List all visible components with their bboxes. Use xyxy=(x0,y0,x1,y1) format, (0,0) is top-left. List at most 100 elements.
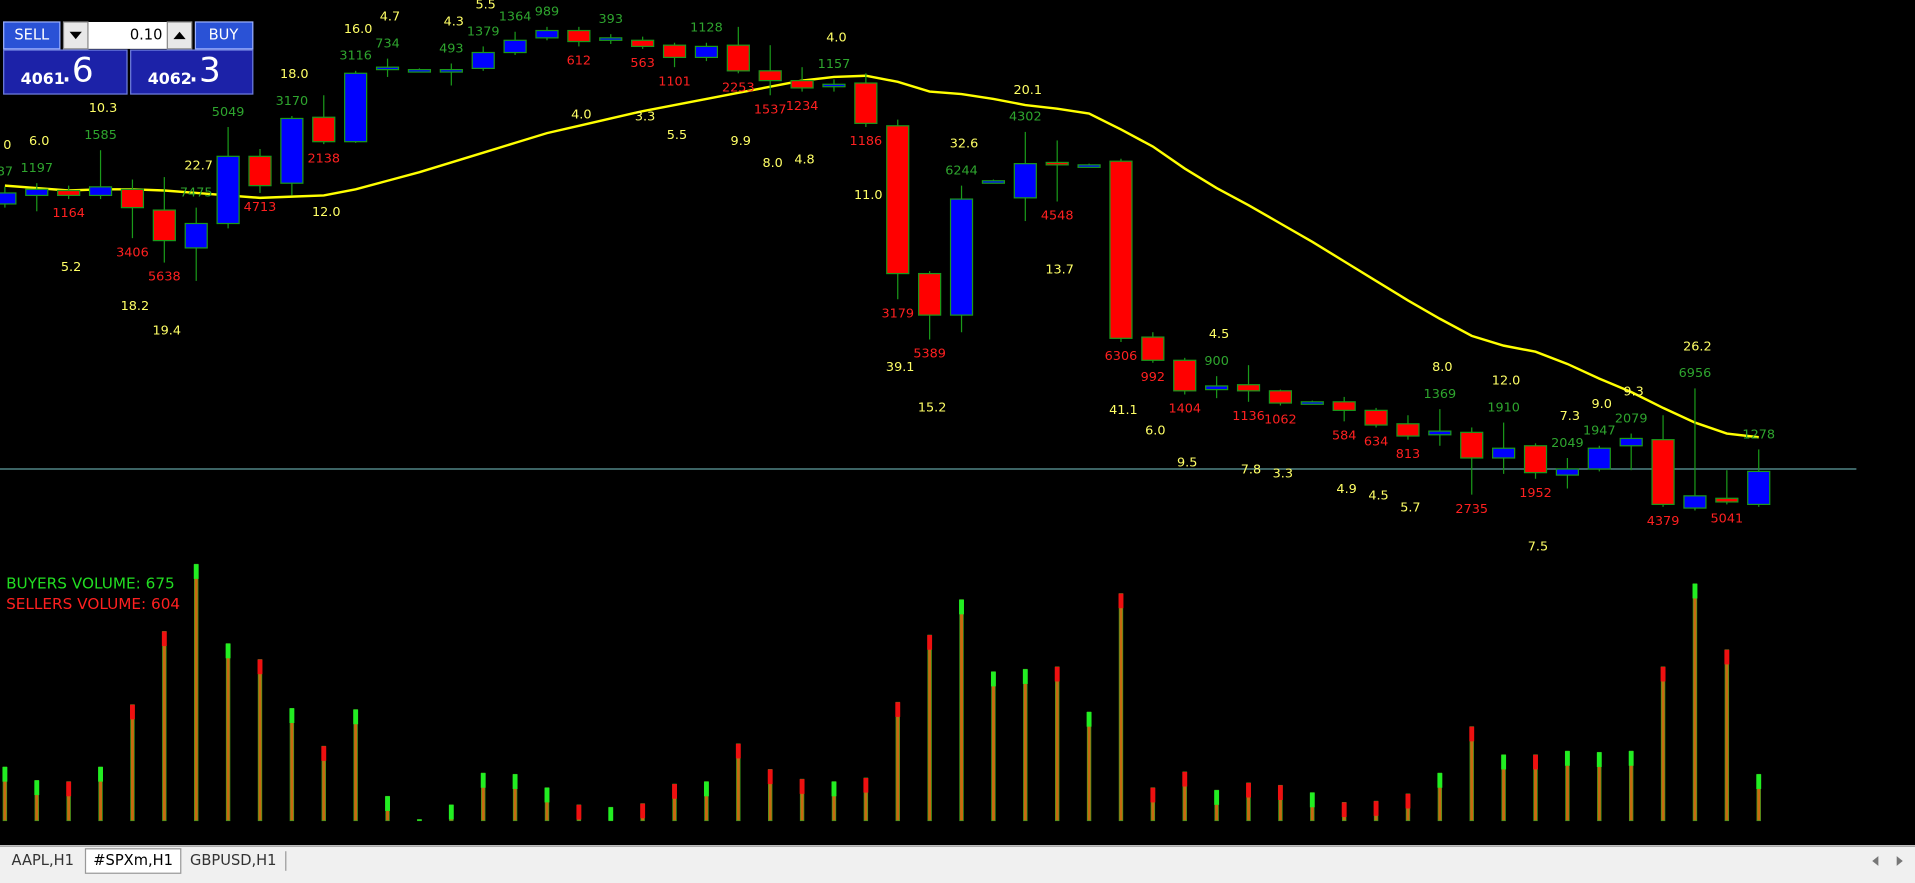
sell-button[interactable] xyxy=(3,21,61,50)
range-label: 7.3 xyxy=(1560,409,1580,424)
candle-body xyxy=(1747,470,1771,506)
delta-label: 493 xyxy=(439,41,463,56)
candle-body xyxy=(88,186,113,197)
volume-cap xyxy=(1692,583,1698,599)
buy-button[interactable] xyxy=(194,21,254,50)
tab[interactable]: AAPL,H1 xyxy=(12,852,74,869)
candle-body xyxy=(1651,439,1675,506)
scroll-right[interactable] xyxy=(1896,856,1903,866)
volume-bar xyxy=(1692,583,1698,822)
delta-label: 2735 xyxy=(1455,502,1488,517)
candle-body xyxy=(662,44,687,59)
volume-cap xyxy=(2,766,8,782)
candle-body xyxy=(1555,468,1580,476)
bid-pips: .6 xyxy=(61,51,94,91)
range-label: 8.0 xyxy=(762,156,782,171)
volume-cap xyxy=(1660,666,1666,682)
volume-bar xyxy=(1023,668,1028,822)
candle-body xyxy=(1396,423,1420,437)
volume-cap xyxy=(576,804,582,820)
candle-body xyxy=(918,272,942,316)
delta-label: 992 xyxy=(1141,370,1165,385)
delta-label: 1186 xyxy=(850,134,883,149)
range-label: 7.5 xyxy=(1528,540,1548,555)
ask-pips: .3 xyxy=(188,51,221,91)
volume-bar xyxy=(130,704,135,822)
tab-bar xyxy=(0,845,1915,883)
volume-cap xyxy=(1309,792,1315,808)
volume-cap xyxy=(735,743,741,759)
volume-cap xyxy=(98,766,103,782)
range-label: 7.8 xyxy=(1241,463,1261,478)
delta-label: 1404 xyxy=(1168,402,1201,417)
volume-cap xyxy=(608,807,614,821)
volume-cap xyxy=(289,708,295,724)
candle-body xyxy=(1268,390,1293,404)
range-label: 12.0 xyxy=(312,205,341,220)
volume-bar xyxy=(289,707,295,822)
range-label: 12.0 xyxy=(1492,374,1521,389)
volume-cap xyxy=(703,781,709,797)
scroll-left[interactable] xyxy=(1872,856,1879,866)
delta-label: 1585 xyxy=(84,128,117,143)
delta-label: 584 xyxy=(1332,429,1356,444)
delta-label: 1234 xyxy=(786,99,819,114)
volume-cap xyxy=(34,780,40,796)
range-label: 6.0 xyxy=(29,134,49,149)
volume-cap xyxy=(863,777,869,793)
volume-cap xyxy=(927,635,933,650)
candle-body xyxy=(1332,401,1356,411)
candle-body xyxy=(1619,437,1643,447)
range-label: 16.0 xyxy=(344,22,373,37)
volume-cap xyxy=(1246,782,1251,798)
candle-body xyxy=(694,45,719,59)
candle-body xyxy=(1460,431,1484,459)
candle-body xyxy=(503,39,527,54)
delta-label: 1947 xyxy=(1583,424,1616,439)
delta-label: 1101 xyxy=(658,74,691,89)
range-label: 15.2 xyxy=(918,400,947,415)
candle-body xyxy=(822,83,846,88)
ask-main: 4062 xyxy=(148,69,192,88)
range-label: 8.0 xyxy=(1432,360,1452,375)
range-label: 10.3 xyxy=(89,101,118,116)
range-label: 20.1 xyxy=(1013,83,1042,98)
delta-label: 3170 xyxy=(276,94,309,109)
volume-cap xyxy=(1022,669,1028,684)
delta-label: 3406 xyxy=(116,245,149,260)
delta-label: 2049 xyxy=(1551,436,1584,451)
candle-body xyxy=(1715,497,1739,503)
range-label: 4.0 xyxy=(571,107,591,122)
tab[interactable]: GBPUSD,H1 xyxy=(190,852,276,869)
candle-body xyxy=(0,192,17,205)
candle-body xyxy=(57,189,81,197)
tab[interactable]: #SPXm,H1 xyxy=(93,852,173,869)
delta-label: 87 xyxy=(0,165,13,180)
delta-label: 6244 xyxy=(945,163,978,178)
volume-bar xyxy=(1118,593,1124,822)
delta-label: 1952 xyxy=(1519,486,1552,501)
bid-box[interactable] xyxy=(3,49,128,95)
volume-cap xyxy=(799,779,805,794)
volume-bar xyxy=(991,671,996,822)
delta-label: 1278 xyxy=(1742,427,1775,442)
delta-label: 1128 xyxy=(690,21,723,36)
active-tab[interactable] xyxy=(84,848,182,874)
delta-label: 1537 xyxy=(754,102,787,117)
volume-cap xyxy=(225,643,231,659)
volume-cap xyxy=(193,564,199,579)
range-label: 9.9 xyxy=(731,134,751,149)
ask-box[interactable] xyxy=(130,49,254,95)
volume-cap xyxy=(990,671,996,687)
range-label: 26.2 xyxy=(1683,339,1712,354)
delta-label: 4302 xyxy=(1009,110,1042,125)
range-label: 19.4 xyxy=(153,323,182,338)
range-label: 18.0 xyxy=(280,67,309,82)
volume-cap xyxy=(1277,785,1283,800)
volume-cap xyxy=(1150,787,1156,803)
candle-body xyxy=(790,79,814,89)
candle-body xyxy=(1300,401,1324,405)
volume-cap xyxy=(1564,751,1570,766)
volume-cap xyxy=(1341,802,1347,818)
range-label: 41.1 xyxy=(1109,403,1138,418)
